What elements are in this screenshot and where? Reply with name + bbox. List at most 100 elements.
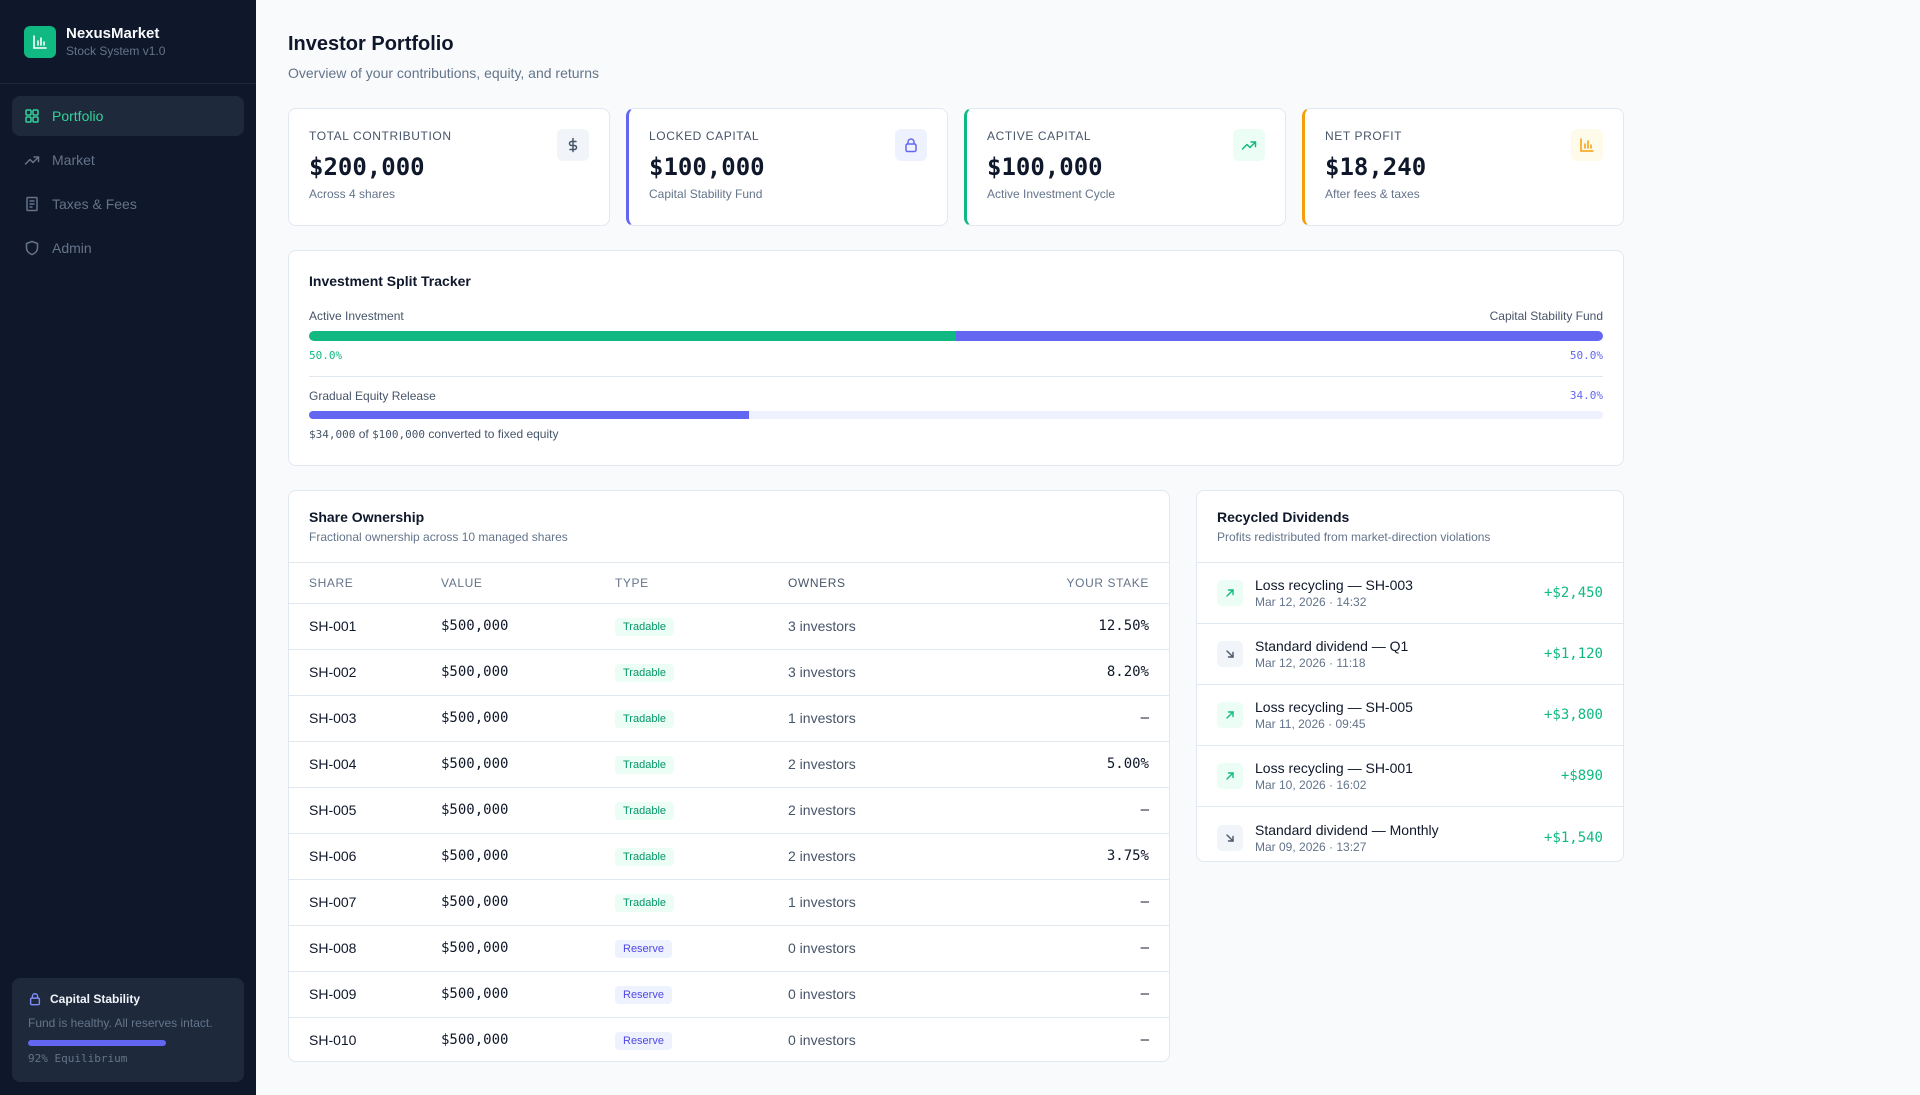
- column-header-type: TYPE: [615, 563, 788, 604]
- dividend-title: Standard dividend — Monthly: [1255, 821, 1439, 838]
- share-owners: 3 investors: [788, 603, 988, 650]
- shield-icon: [25, 240, 39, 256]
- trending-up-icon: [24, 156, 40, 165]
- shares-title: Share Ownership: [309, 509, 425, 525]
- share-stake: —: [988, 879, 1169, 926]
- list-item[interactable]: Loss recycling — SH-001 Mar 10, 2026 · 16…: [1197, 746, 1623, 807]
- release-suffix: converted to fixed equity: [428, 427, 559, 441]
- share-type-badge: Reserve: [615, 985, 672, 1004]
- capital-stability-card: Capital Stability Fund is healthy. All r…: [12, 978, 244, 1082]
- share-stake: 8.20%: [988, 649, 1169, 696]
- share-stake: —: [988, 925, 1169, 972]
- dividend-time: Mar 12, 2026 · 14:32: [1255, 595, 1367, 609]
- list-item[interactable]: Standard dividend — Q1 Mar 12, 2026 · 11:…: [1197, 624, 1623, 685]
- brand-name: NexusMarket: [66, 24, 160, 42]
- sidebar-item-label: Portfolio: [52, 108, 104, 124]
- list-item[interactable]: Standard dividend — Monthly Mar 09, 2026 …: [1197, 807, 1623, 861]
- equilibrium-label: 92% Equilibrium: [28, 1052, 128, 1065]
- stat-net-profit: Net Profit $18,240 After fees & taxes: [1302, 108, 1624, 226]
- stat-total-contribution: Total Contribution $200,000 Across 4 sha…: [288, 108, 610, 226]
- share-type-badge: Tradable: [615, 755, 675, 774]
- stat-note: Capital Stability Fund: [649, 187, 763, 201]
- lock-icon: [29, 993, 41, 1006]
- share-stake: —: [988, 971, 1169, 1018]
- column-header-owners: OWNERS: [788, 563, 988, 604]
- split-bar-stability: [956, 331, 1603, 341]
- page-subtitle: Overview of your contributions, equity, …: [288, 65, 600, 81]
- share-id: SH-004: [289, 741, 441, 788]
- stat-note: Active Investment Cycle: [987, 187, 1116, 201]
- page-title: Investor Portfolio: [288, 33, 454, 55]
- sidebar-item-taxes[interactable]: Taxes & Fees: [12, 184, 244, 224]
- table-row[interactable]: SH-002 $500,000 Tradable 3 investors 8.20%: [289, 649, 1169, 696]
- list-item[interactable]: Loss recycling — SH-003 Mar 12, 2026 · 14…: [1197, 563, 1623, 624]
- capital-stability-fund-label: Capital Stability Fund: [1489, 309, 1603, 323]
- sidebar-item-portfolio[interactable]: Portfolio: [12, 96, 244, 136]
- lock-icon: [895, 129, 927, 161]
- stat-note: After fees & taxes: [1325, 187, 1420, 201]
- receipt-icon: [26, 196, 38, 212]
- main-content: Investor Portfolio Overview of your cont…: [256, 0, 1920, 1095]
- share-value: $500,000: [441, 787, 615, 834]
- sidebar-item-market[interactable]: Market: [12, 140, 244, 180]
- sidebar-item-label: Taxes & Fees: [52, 196, 137, 212]
- share-type-badge: Tradable: [615, 893, 675, 912]
- table-row[interactable]: SH-008 $500,000 Reserve 0 investors —: [289, 925, 1169, 972]
- table-row[interactable]: SH-010 $500,000 Reserve 0 investors —: [289, 1017, 1169, 1061]
- table-row[interactable]: SH-007 $500,000 Tradable 1 investors —: [289, 879, 1169, 926]
- split-bar-active: [309, 331, 956, 341]
- dividend-amount: +$3,800: [1543, 707, 1603, 723]
- share-value: $500,000: [441, 695, 615, 742]
- share-stake: 12.50%: [988, 603, 1169, 650]
- dividend-time: Mar 09, 2026 · 13:27: [1255, 839, 1367, 854]
- sidebar-item-admin[interactable]: Admin: [12, 228, 244, 268]
- tracker-title: Investment Split Tracker: [309, 273, 471, 289]
- share-stake: —: [988, 695, 1169, 742]
- share-stake: —: [988, 787, 1169, 834]
- dividend-amount: +$2,450: [1543, 585, 1603, 601]
- table-row[interactable]: SH-005 $500,000 Tradable 2 investors —: [289, 787, 1169, 834]
- share-value: $500,000: [441, 971, 615, 1018]
- investment-split-tracker: Investment Split Tracker Active Investme…: [288, 250, 1624, 466]
- dividend-amount: +$1,120: [1543, 646, 1603, 662]
- dividend-time: Mar 10, 2026 · 16:02: [1255, 778, 1367, 792]
- table-row[interactable]: SH-003 $500,000 Tradable 1 investors —: [289, 695, 1169, 742]
- arrow-down-right-icon: [1217, 641, 1243, 667]
- share-owners: 1 investors: [788, 879, 988, 926]
- dividend-time: Mar 12, 2026 · 11:18: [1255, 656, 1366, 670]
- stat-active-capital: Active Capital $100,000 Active Investmen…: [964, 108, 1286, 226]
- share-owners: 2 investors: [788, 833, 988, 880]
- stat-label: Net Profit: [1325, 129, 1403, 143]
- split-bar: [309, 331, 1603, 341]
- table-header: SHARE VALUE TYPE OWNERS YOUR STAKE: [289, 563, 1169, 604]
- divider: [309, 376, 1603, 377]
- sidebar-nav: Portfolio Market Taxes & Fees Admin: [0, 84, 256, 284]
- arrow-up-right-icon: [1217, 763, 1243, 789]
- stat-label: Total Contribution: [309, 129, 452, 143]
- stat-label: Locked Capital: [649, 129, 760, 143]
- release-label: Gradual Equity Release: [309, 389, 436, 403]
- release-total: $100,000: [372, 428, 426, 441]
- table-row[interactable]: SH-004 $500,000 Tradable 2 investors 5.00%: [289, 741, 1169, 788]
- sidebar: NexusMarket Stock System v1.0 Portfolio …: [0, 0, 256, 1095]
- table-row[interactable]: SH-009 $500,000 Reserve 0 investors —: [289, 971, 1169, 1018]
- share-stake: —: [1140, 1032, 1149, 1049]
- share-stake: 5.00%: [988, 741, 1169, 788]
- arrow-up-right-icon: [1217, 702, 1243, 728]
- dividend-amount: +$890: [1560, 768, 1603, 784]
- stat-value: $100,000: [987, 153, 1103, 181]
- stability-text: Fund is healthy. All reserves intact.: [28, 1016, 213, 1030]
- dividend-amount: +$1,540: [1543, 829, 1603, 846]
- column-header-stake: YOUR STAKE: [988, 563, 1169, 604]
- share-value: $500,000: [441, 649, 615, 696]
- table-row[interactable]: SH-006 $500,000 Tradable 2 investors 3.75%: [289, 833, 1169, 880]
- share-owners: 2 investors: [788, 787, 988, 834]
- share-type-badge: Tradable: [615, 847, 675, 866]
- table-row[interactable]: SH-001 $500,000 Tradable 3 investors 12.50%: [289, 603, 1169, 650]
- share-owners: 0 investors: [788, 971, 988, 1018]
- share-id: SH-007: [289, 879, 441, 926]
- list-item[interactable]: Loss recycling — SH-005 Mar 11, 2026 · 09…: [1197, 685, 1623, 746]
- share-id: SH-008: [289, 925, 441, 972]
- dividends-title: Recycled Dividends: [1217, 509, 1350, 525]
- share-id: SH-003: [289, 695, 441, 742]
